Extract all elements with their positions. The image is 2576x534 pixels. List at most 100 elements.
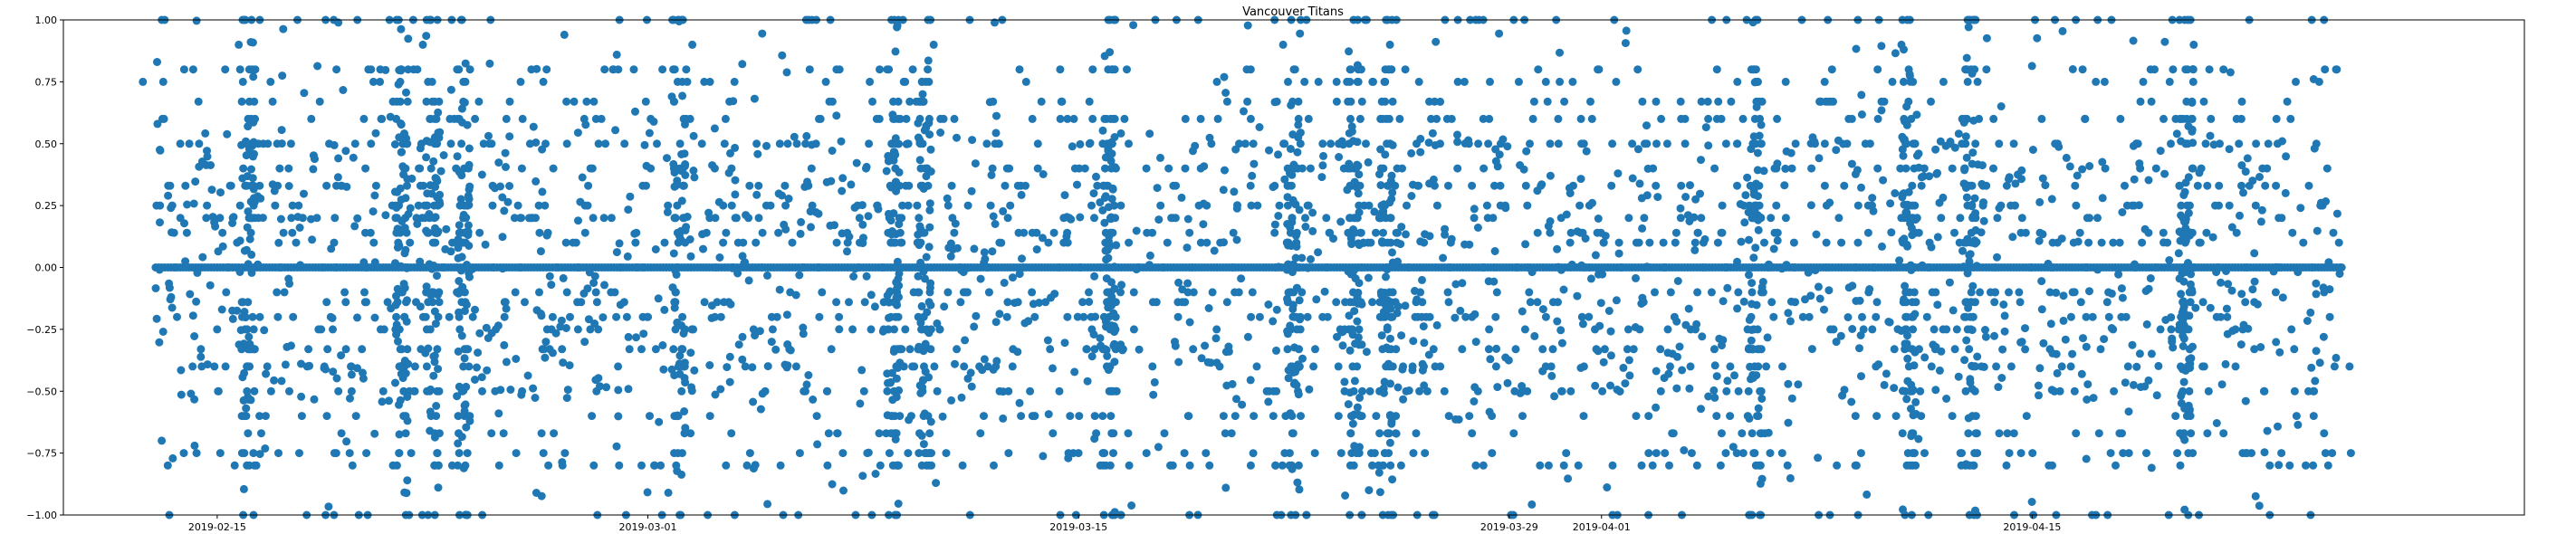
data-point (1868, 325, 1877, 334)
data-point (2109, 238, 2118, 247)
data-point (580, 228, 589, 237)
data-point (2121, 181, 2129, 190)
data-point (1289, 65, 1298, 74)
data-point (2028, 449, 2037, 458)
data-point (1968, 202, 1977, 211)
data-point (1863, 490, 1872, 499)
data-point (2208, 233, 2217, 242)
data-point (228, 219, 237, 227)
data-point (1979, 362, 1988, 371)
data-point (1107, 386, 1116, 396)
data-point (1386, 379, 1394, 388)
data-point (2065, 162, 2074, 171)
data-point (1049, 364, 1057, 373)
data-point (967, 186, 976, 195)
data-point (2171, 114, 2180, 123)
data-point (697, 139, 706, 148)
data-point (1222, 381, 1231, 390)
data-point (1283, 201, 1292, 210)
data-point (1902, 395, 1911, 404)
data-point (1347, 327, 1356, 335)
data-point (1288, 170, 1297, 179)
data-point (995, 310, 1004, 319)
data-point (1757, 395, 1767, 403)
data-point (1372, 412, 1381, 421)
data-point (1381, 150, 1390, 159)
data-point (2294, 268, 2303, 277)
data-point (2304, 181, 2313, 190)
data-point (1858, 312, 1866, 321)
data-point (248, 174, 257, 183)
data-point (935, 325, 944, 334)
data-point (1989, 114, 1998, 123)
data-point (625, 345, 634, 354)
data-point (2118, 429, 2126, 438)
data-point (1624, 214, 1633, 223)
data-point (2034, 381, 2043, 390)
data-point (1432, 201, 1441, 210)
data-point (1079, 312, 1088, 321)
data-point (1752, 102, 1761, 111)
data-point (385, 396, 393, 405)
data-point (1145, 251, 1154, 260)
data-point (397, 24, 406, 33)
data-point (1598, 386, 1607, 396)
data-point (1749, 253, 1758, 262)
data-point (1314, 77, 1323, 86)
data-point (2017, 214, 2026, 223)
data-point (2186, 280, 2195, 289)
data-point (418, 312, 427, 321)
data-point (1396, 240, 1405, 249)
data-point (1645, 238, 1654, 247)
data-point (1090, 345, 1099, 354)
data-point (1723, 377, 1732, 386)
data-point (2003, 429, 2012, 438)
data-point (2005, 449, 2014, 458)
data-point (1653, 193, 1662, 202)
data-point (1221, 483, 1231, 492)
data-point (1332, 97, 1341, 106)
data-point (1212, 325, 1221, 334)
data-point (1634, 238, 1643, 247)
data-point (2021, 324, 2029, 333)
data-point (1729, 443, 1738, 452)
data-point (1738, 114, 1748, 123)
data-point (669, 345, 678, 354)
data-point (2084, 238, 2093, 247)
data-point (337, 429, 346, 438)
data-point (1909, 325, 1918, 334)
data-point (642, 161, 651, 170)
data-point (682, 65, 691, 74)
data-point (456, 195, 465, 204)
data-point (1304, 114, 1313, 123)
data-point (1078, 298, 1087, 307)
data-point (203, 152, 212, 161)
data-point (1518, 307, 1527, 316)
data-point (238, 77, 247, 86)
data-point (991, 18, 999, 27)
data-point (1447, 114, 1456, 123)
data-point (620, 139, 629, 148)
data-point (282, 342, 292, 351)
data-point (1129, 288, 1138, 297)
data-point (493, 321, 503, 330)
data-point (1049, 228, 1058, 237)
data-point (1312, 295, 1321, 304)
data-point (1470, 397, 1479, 405)
data-point (2337, 263, 2346, 272)
data-point (273, 312, 282, 321)
data-point (991, 129, 1001, 138)
data-point (1917, 412, 1926, 421)
data-point (237, 449, 246, 458)
data-point (850, 203, 859, 212)
data-point (1296, 129, 1305, 138)
data-point (904, 449, 913, 458)
data-point (1643, 164, 1652, 173)
data-point (238, 312, 246, 321)
data-point (870, 302, 879, 311)
data-point (1581, 234, 1590, 243)
data-point (1972, 262, 1981, 272)
data-point (1108, 184, 1117, 193)
data-point (681, 424, 690, 433)
data-point (1877, 42, 1886, 51)
